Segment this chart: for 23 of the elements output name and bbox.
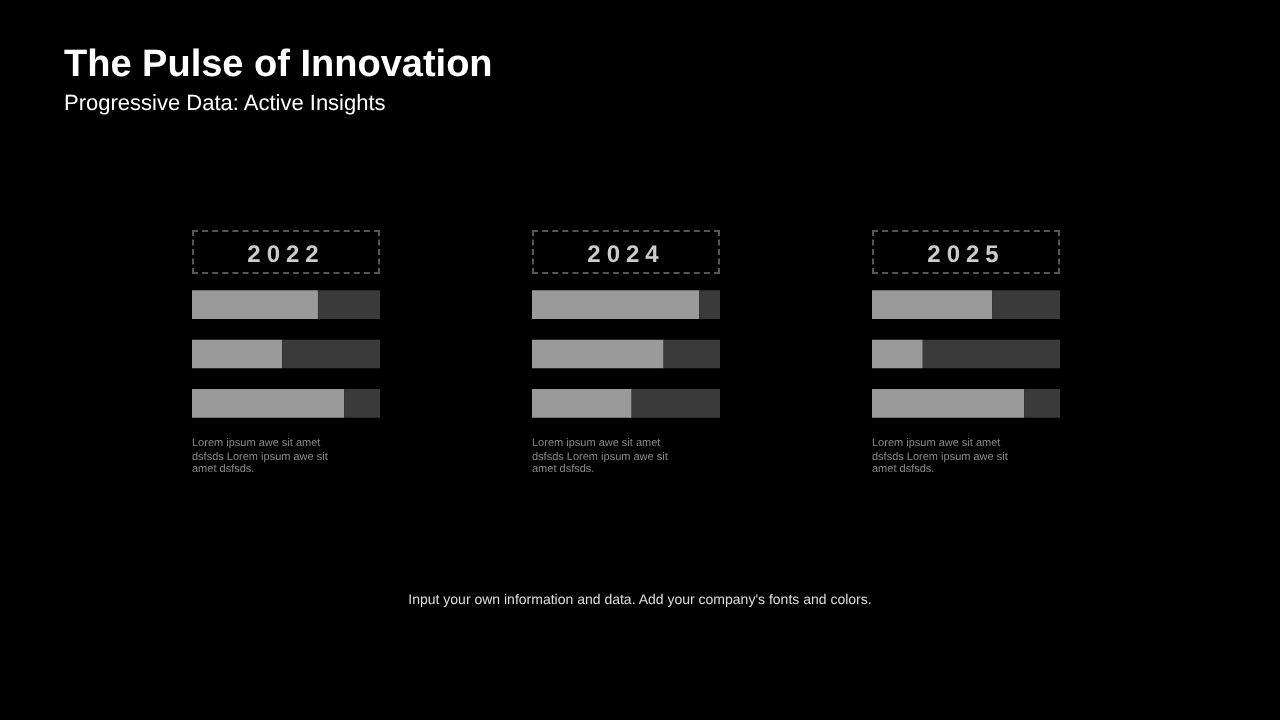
bar	[872, 290, 993, 319]
bar	[532, 290, 700, 319]
bar	[317, 290, 380, 319]
bar	[922, 339, 1060, 369]
bar	[192, 339, 283, 369]
bar	[872, 389, 1025, 418]
text: Progressive Data: Active Insights	[64, 92, 386, 116]
bar	[282, 339, 380, 369]
chart-title: 2024	[532, 230, 720, 274]
bar	[872, 339, 923, 369]
bar	[663, 339, 720, 369]
bar	[532, 389, 632, 418]
text: The Pulse of Innovation	[64, 44, 493, 88]
bar	[992, 290, 1060, 319]
bar	[532, 339, 664, 369]
bar	[699, 290, 720, 319]
bar	[344, 389, 380, 418]
bar	[192, 389, 345, 418]
bar	[631, 389, 720, 418]
bar	[1024, 389, 1060, 418]
chart-title: 2022	[192, 230, 380, 274]
chart-title: 2025	[872, 230, 1060, 274]
bar	[192, 290, 318, 319]
